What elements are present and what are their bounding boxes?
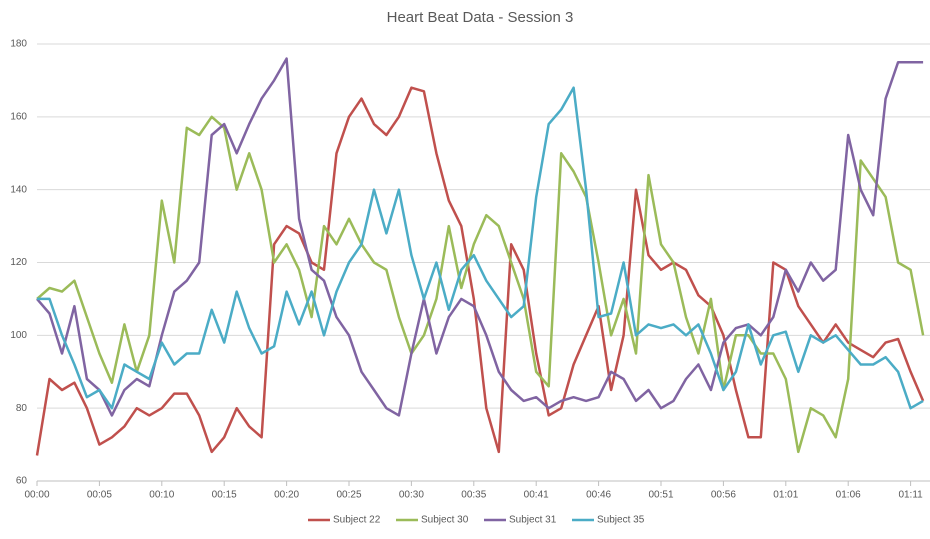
y-tick-label: 60 xyxy=(16,476,28,487)
chart-title: Heart Beat Data - Session 3 xyxy=(387,9,574,26)
y-tick-label: 120 xyxy=(10,257,27,268)
x-tick-label: 01:11 xyxy=(898,490,923,501)
x-tick-label: 00:51 xyxy=(648,490,673,501)
x-tick-label: 00:20 xyxy=(274,490,299,501)
x-tick-label: 00:56 xyxy=(711,490,736,501)
y-tick-label: 160 xyxy=(10,111,27,122)
series-line xyxy=(36,57,924,417)
x-tick-label: 00:30 xyxy=(399,490,424,501)
y-tick-label: 180 xyxy=(10,39,27,50)
x-tick-label: 01:06 xyxy=(836,490,861,501)
y-tick-label: 140 xyxy=(10,184,27,195)
x-tick-label: 00:00 xyxy=(24,490,49,501)
legend-label: Subject 30 xyxy=(421,515,469,526)
x-tick-label: 00:10 xyxy=(149,490,174,501)
x-tick-label: 00:35 xyxy=(461,490,486,501)
series-line xyxy=(36,115,925,454)
x-tick-label: 00:05 xyxy=(87,490,112,501)
x-tick-label: 00:41 xyxy=(524,490,549,501)
y-tick-label: 80 xyxy=(16,403,28,414)
x-tick-label: 00:25 xyxy=(336,490,361,501)
y-tick-label: 100 xyxy=(10,330,27,341)
legend-label: Subject 35 xyxy=(597,515,645,526)
legend-label: Subject 31 xyxy=(509,515,557,526)
x-tick-label: 00:15 xyxy=(212,490,237,501)
series-line xyxy=(37,86,924,410)
series-line xyxy=(35,86,925,456)
legend-label: Subject 22 xyxy=(333,515,381,526)
x-tick-label: 00:46 xyxy=(586,490,611,501)
x-tick-label: 01:01 xyxy=(773,490,798,501)
